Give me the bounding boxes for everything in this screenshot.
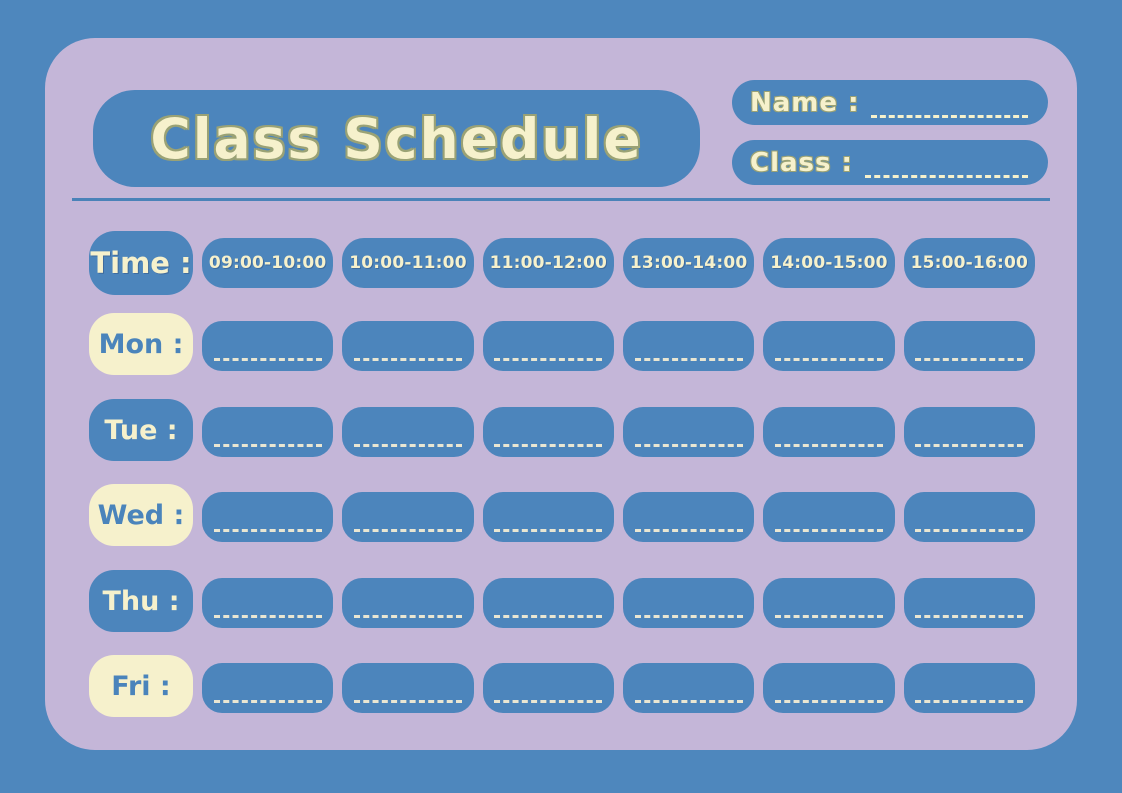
name-label: Name : bbox=[750, 87, 860, 118]
title-banner: Class Schedule bbox=[93, 90, 700, 187]
class-field[interactable]: Class : bbox=[732, 140, 1048, 185]
schedule-cell[interactable] bbox=[342, 492, 474, 542]
cell-write-line bbox=[915, 358, 1024, 361]
cell-write-line bbox=[494, 444, 603, 447]
schedule-cell[interactable] bbox=[202, 663, 334, 713]
schedule-cell[interactable] bbox=[622, 407, 755, 457]
cell-write-line bbox=[354, 444, 462, 447]
schedule-cell[interactable] bbox=[202, 492, 334, 542]
schedule-cell[interactable] bbox=[763, 321, 895, 371]
schedule-cell[interactable] bbox=[342, 321, 474, 371]
schedule-cell[interactable] bbox=[482, 321, 614, 371]
cell-write-line bbox=[775, 358, 883, 361]
time-slot-pill: 13:00-14:00 bbox=[622, 238, 755, 288]
cell-write-line bbox=[354, 615, 462, 618]
cell-write-line bbox=[775, 615, 883, 618]
schedule-cell[interactable] bbox=[342, 407, 474, 457]
cell-write-line bbox=[915, 444, 1024, 447]
schedule-cell[interactable] bbox=[903, 407, 1035, 457]
schedule-cell[interactable] bbox=[482, 492, 614, 542]
cell-write-line bbox=[494, 700, 603, 703]
schedule-cell[interactable] bbox=[763, 407, 895, 457]
schedule-cell[interactable] bbox=[903, 578, 1035, 628]
day-label-tue: Tue : bbox=[89, 399, 193, 461]
cell-write-line bbox=[915, 615, 1024, 618]
cell-write-line bbox=[354, 700, 462, 703]
class-input-line[interactable] bbox=[864, 175, 1028, 178]
cell-write-line bbox=[494, 615, 603, 618]
schedule-panel: Class Schedule Name : Class : Time : 09:… bbox=[45, 38, 1077, 750]
schedule-cell[interactable] bbox=[482, 407, 614, 457]
cell-write-line bbox=[634, 615, 743, 618]
cell-write-line bbox=[213, 700, 322, 703]
schedule-cell[interactable] bbox=[342, 663, 474, 713]
time-header-row: Time : 09:00-10:00 10:00-11:00 11:00-12:… bbox=[89, 231, 1035, 295]
schedule-cell[interactable] bbox=[622, 492, 755, 542]
schedule-cell[interactable] bbox=[622, 663, 755, 713]
cell-write-line bbox=[915, 529, 1024, 532]
cell-write-line bbox=[634, 529, 743, 532]
day-row-wed: Wed : bbox=[89, 484, 1035, 546]
cell-write-line bbox=[775, 444, 883, 447]
page-title: Class Schedule bbox=[150, 106, 643, 171]
cell-write-line bbox=[775, 529, 883, 532]
day-row-thu: Thu : bbox=[89, 570, 1035, 632]
time-slot-pill: 15:00-16:00 bbox=[903, 238, 1035, 288]
schedule-cell[interactable] bbox=[342, 578, 474, 628]
schedule-cell[interactable] bbox=[763, 663, 895, 713]
time-slot-pill: 10:00-11:00 bbox=[342, 238, 474, 288]
schedule-cell[interactable] bbox=[763, 492, 895, 542]
schedule-cell[interactable] bbox=[482, 578, 614, 628]
schedule-cell[interactable] bbox=[903, 663, 1035, 713]
day-label-mon: Mon : bbox=[89, 313, 193, 375]
cell-write-line bbox=[634, 444, 743, 447]
class-label: Class : bbox=[750, 147, 853, 178]
cell-write-line bbox=[915, 700, 1024, 703]
cell-write-line bbox=[213, 358, 322, 361]
cell-write-line bbox=[775, 700, 883, 703]
cell-write-line bbox=[634, 700, 743, 703]
cell-write-line bbox=[634, 358, 743, 361]
day-label-thu: Thu : bbox=[89, 570, 193, 632]
header-divider bbox=[72, 198, 1050, 201]
cell-write-line bbox=[354, 358, 462, 361]
cell-write-line bbox=[213, 529, 322, 532]
schedule-cell[interactable] bbox=[622, 578, 755, 628]
schedule-cell[interactable] bbox=[202, 407, 334, 457]
cell-write-line bbox=[494, 529, 603, 532]
cell-write-line bbox=[354, 529, 462, 532]
time-slot-pill: 14:00-15:00 bbox=[763, 238, 895, 288]
schedule-cell[interactable] bbox=[202, 321, 334, 371]
time-header-pill: Time : bbox=[89, 231, 193, 295]
time-slot-pill: 11:00-12:00 bbox=[482, 238, 614, 288]
time-header-label: Time : bbox=[90, 246, 192, 280]
cell-write-line bbox=[213, 444, 322, 447]
schedule-cell[interactable] bbox=[482, 663, 614, 713]
day-label-fri: Fri : bbox=[89, 655, 193, 717]
schedule-cell[interactable] bbox=[622, 321, 755, 371]
day-row-tue: Tue : bbox=[89, 399, 1035, 461]
schedule-cell[interactable] bbox=[903, 321, 1035, 371]
day-row-fri: Fri : bbox=[89, 655, 1035, 717]
name-field[interactable]: Name : bbox=[732, 80, 1048, 125]
day-row-mon: Mon : bbox=[89, 313, 1035, 375]
schedule-cell[interactable] bbox=[202, 578, 334, 628]
schedule-cell[interactable] bbox=[903, 492, 1035, 542]
schedule-cell[interactable] bbox=[763, 578, 895, 628]
day-label-wed: Wed : bbox=[89, 484, 193, 546]
cell-write-line bbox=[213, 615, 322, 618]
name-input-line[interactable] bbox=[871, 115, 1028, 118]
time-slot-pill: 09:00-10:00 bbox=[202, 238, 334, 288]
cell-write-line bbox=[494, 358, 603, 361]
